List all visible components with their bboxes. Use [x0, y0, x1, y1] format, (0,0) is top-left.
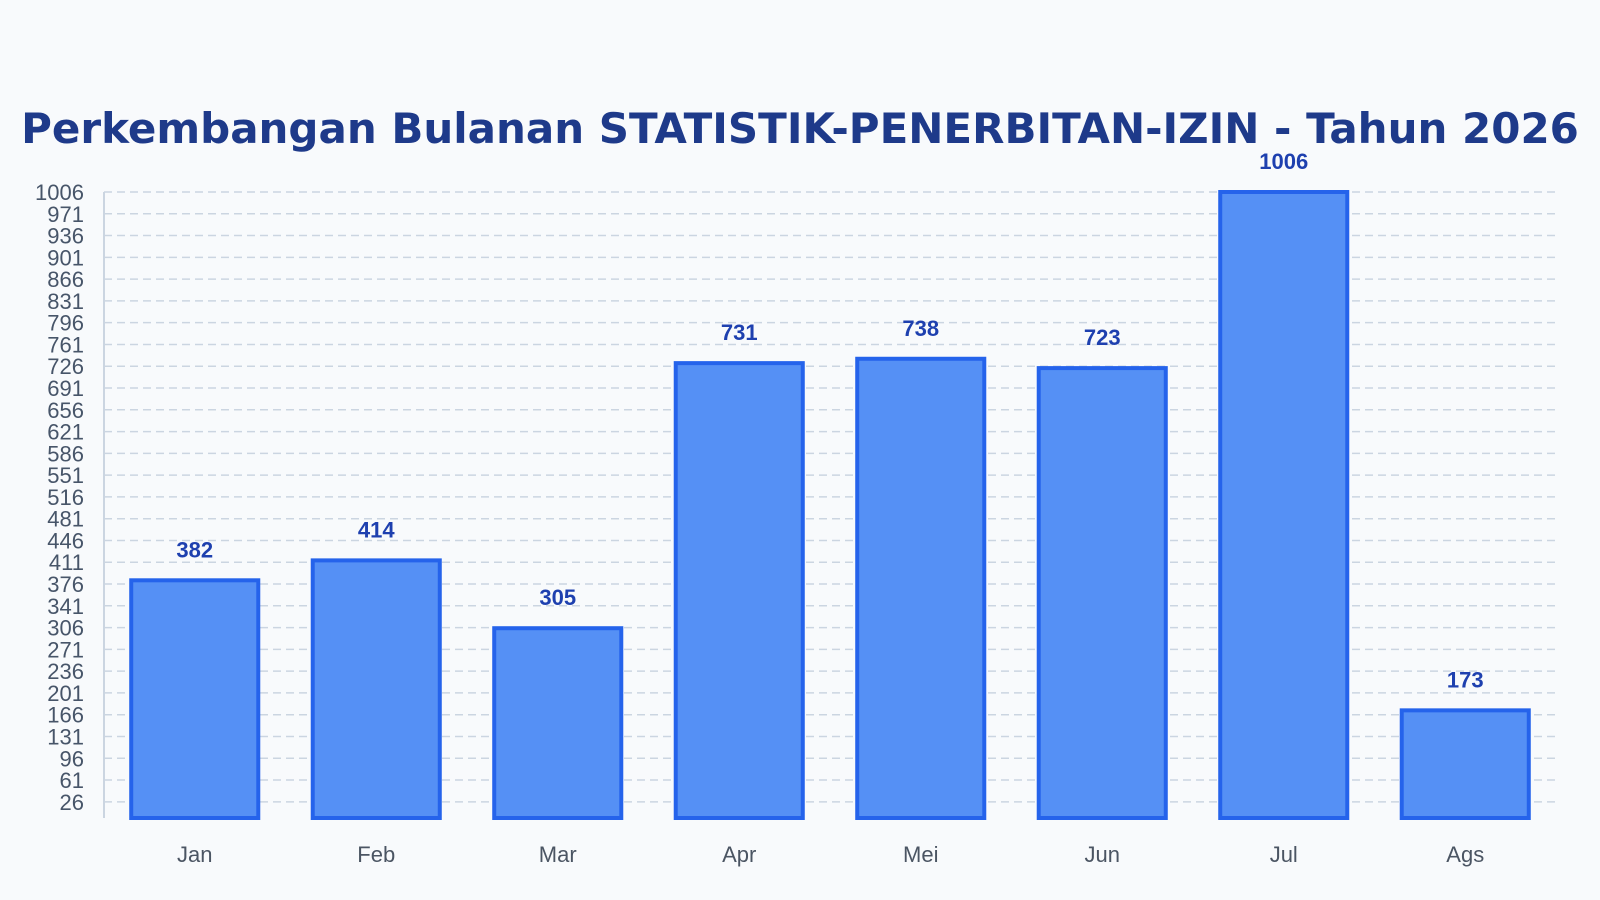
y-tick-label: 551 — [47, 463, 84, 488]
y-tick-label: 131 — [47, 724, 84, 749]
y-tick-label: 726 — [47, 354, 84, 379]
y-tick-label: 516 — [47, 485, 84, 510]
x-tick-label: Jul — [1270, 842, 1298, 867]
data-label: 1006 — [1259, 149, 1308, 174]
data-label: 731 — [721, 320, 758, 345]
bar-jan[interactable] — [129, 578, 261, 821]
bar-mei[interactable] — [855, 356, 987, 820]
data-label: 305 — [539, 585, 576, 610]
bar-mar[interactable] — [492, 626, 624, 820]
data-label: 738 — [902, 316, 939, 341]
bar-jun[interactable] — [1036, 366, 1168, 820]
y-tick-label: 376 — [47, 572, 84, 597]
labels: 382 Jan 414 Feb 305 Mar 731 Apr 738 Mei 723 Jun 1006… — [176, 149, 1484, 867]
y-tick-label: 1006 — [35, 180, 84, 205]
axes: 2661961311662012362713063413764114464815… — [35, 180, 105, 818]
x-tick-label: Mar — [539, 842, 577, 867]
bar-apr[interactable] — [673, 361, 805, 820]
y-tick-label: 901 — [47, 245, 84, 270]
data-label: 173 — [1447, 667, 1484, 692]
y-tick-label: 936 — [47, 224, 84, 249]
data-label: 723 — [1084, 325, 1121, 350]
bar-jul[interactable] — [1218, 190, 1350, 820]
y-tick-label: 446 — [47, 528, 84, 553]
data-label: 382 — [176, 537, 213, 562]
x-tick-label: Apr — [722, 842, 756, 867]
x-tick-label: Ags — [1446, 842, 1484, 867]
chart-title: Perkembangan Bulanan STATISTIK-PENERBITA… — [21, 104, 1579, 153]
x-tick-label: Mei — [903, 842, 938, 867]
y-tick-label: 411 — [49, 550, 84, 575]
y-tick-label: 271 — [47, 637, 84, 662]
y-tick-label: 306 — [47, 616, 84, 641]
x-tick-label: Jun — [1085, 842, 1120, 867]
y-tick-label: 26 — [60, 790, 84, 815]
y-tick-label: 96 — [60, 746, 84, 771]
x-tick-label: Jan — [177, 842, 212, 867]
bar-feb[interactable] — [310, 558, 442, 820]
y-tick-label: 656 — [47, 398, 84, 423]
y-tick-label: 586 — [47, 441, 84, 466]
y-tick-label: 236 — [47, 659, 84, 684]
y-tick-label: 341 — [47, 594, 84, 619]
data-label: 414 — [358, 517, 395, 542]
y-tick-label: 866 — [47, 267, 84, 292]
y-tick-label: 201 — [47, 681, 84, 706]
y-tick-label: 971 — [47, 202, 84, 227]
bar-ags[interactable] — [1399, 708, 1531, 820]
x-tick-label: Feb — [357, 842, 395, 867]
y-tick-label: 166 — [47, 703, 84, 728]
y-tick-label: 761 — [47, 332, 84, 357]
y-tick-label: 61 — [60, 768, 84, 793]
y-tick-label: 796 — [47, 311, 84, 336]
y-tick-label: 691 — [47, 376, 84, 401]
y-tick-label: 621 — [47, 420, 84, 445]
y-tick-label: 831 — [47, 289, 84, 314]
bars — [129, 190, 1531, 821]
y-tick-label: 481 — [47, 507, 84, 532]
